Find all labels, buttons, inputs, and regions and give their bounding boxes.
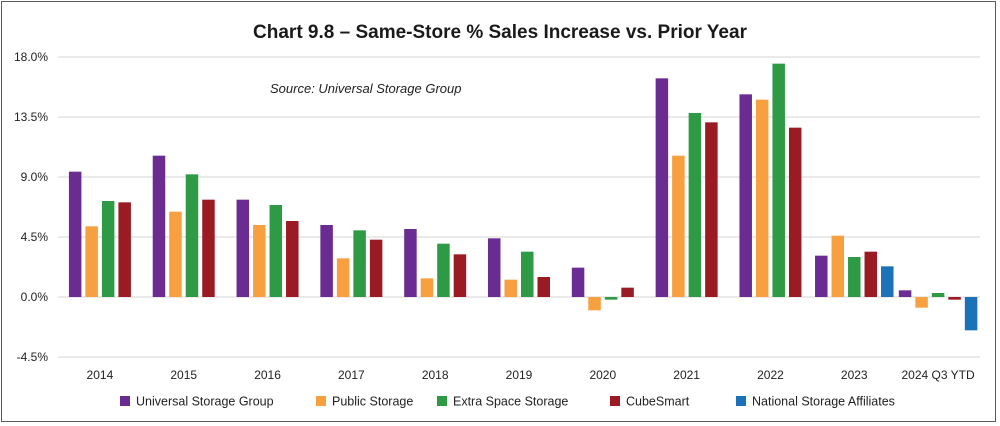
bar <box>948 297 961 300</box>
bar <box>269 205 283 297</box>
bar <box>815 255 828 297</box>
bar <box>537 277 550 297</box>
x-axis: 2014 2015 2016 2017 2018 2019 2020 2021 2022 2023… <box>87 368 975 382</box>
legend-label: Public Storage <box>332 395 413 409</box>
y-tick-label: 9.0% <box>21 170 49 184</box>
bar <box>504 279 517 297</box>
legend-swatch <box>316 396 326 406</box>
x-tick-label: 2022 <box>757 368 784 382</box>
x-tick-label: 2021 <box>673 368 700 382</box>
bar <box>915 297 928 308</box>
bar <box>672 155 685 297</box>
bar <box>571 267 585 297</box>
x-tick-label: 2015 <box>170 368 197 382</box>
bar <box>353 230 366 297</box>
bar <box>420 278 434 297</box>
bar <box>152 155 166 297</box>
y-tick-label: 4.5% <box>21 230 49 244</box>
legend-swatch <box>120 396 130 406</box>
legend-item: National Storage Affiliates <box>736 395 895 409</box>
legend-swatch <box>610 396 620 406</box>
bar <box>404 229 417 297</box>
bar <box>236 199 250 297</box>
x-tick-label: 2014 <box>87 368 114 382</box>
chart-title: Chart 9.8 – Same-Store % Sales Increase … <box>253 22 748 43</box>
x-tick-label: 2019 <box>506 368 533 382</box>
bar <box>169 211 182 297</box>
y-tick-label: 13.5% <box>14 110 48 124</box>
legend-swatch <box>736 396 746 406</box>
y-tick-label: 18.0% <box>14 50 48 64</box>
x-tick-label: 2024 Q3 YTD <box>902 368 975 382</box>
bar <box>831 235 845 297</box>
legend: Universal Storage Group Public Storage Ext… <box>120 395 895 409</box>
bar <box>588 297 601 311</box>
legend-label: Extra Space Storage <box>453 395 568 409</box>
bar <box>898 290 912 297</box>
bar <box>931 293 945 297</box>
bar <box>604 297 618 300</box>
bar <box>202 199 215 297</box>
y-tick-label: 0.0% <box>21 290 49 304</box>
bar <box>453 254 467 297</box>
legend-label: National Storage Affiliates <box>752 395 895 409</box>
source-annotation: Source: Universal Storage Group <box>270 81 461 96</box>
bar <box>755 99 769 298</box>
legend-label: CubeSmart <box>626 395 690 409</box>
bar <box>739 94 752 297</box>
bar <box>772 63 785 297</box>
bar <box>369 239 383 297</box>
bar <box>705 122 718 297</box>
bar <box>881 266 894 297</box>
bar <box>521 251 534 297</box>
bar <box>964 297 978 331</box>
bar <box>320 225 333 297</box>
bar <box>621 287 634 297</box>
bar <box>286 221 299 297</box>
bar <box>688 113 702 297</box>
legend-label: Universal Storage Group <box>136 395 274 409</box>
x-tick-label: 2020 <box>589 368 616 382</box>
x-tick-label: 2023 <box>841 368 868 382</box>
bar <box>655 78 669 297</box>
legend-item: Universal Storage Group <box>120 395 274 409</box>
y-tick-label: -4.5% <box>17 350 49 364</box>
bar <box>437 243 450 297</box>
bars <box>68 63 978 331</box>
bar <box>864 251 878 297</box>
y-axis: 18.0% 13.5% 9.0% 4.5% 0.0% -4.5% <box>14 50 48 364</box>
bar <box>336 258 350 297</box>
x-tick-label: 2016 <box>254 368 281 382</box>
legend-item: CubeSmart <box>610 395 690 409</box>
bar <box>848 257 861 297</box>
bar <box>488 238 501 297</box>
legend-item: Public Storage <box>316 395 413 409</box>
legend-swatch <box>437 396 447 406</box>
x-tick-label: 2017 <box>338 368 365 382</box>
bar <box>101 201 115 297</box>
bar <box>788 127 802 298</box>
bar <box>253 225 266 297</box>
legend-item: Extra Space Storage <box>437 395 568 409</box>
bar <box>118 202 131 297</box>
bar <box>85 226 98 297</box>
x-tick-label: 2018 <box>422 368 449 382</box>
bar <box>68 171 82 297</box>
bar <box>185 174 199 297</box>
